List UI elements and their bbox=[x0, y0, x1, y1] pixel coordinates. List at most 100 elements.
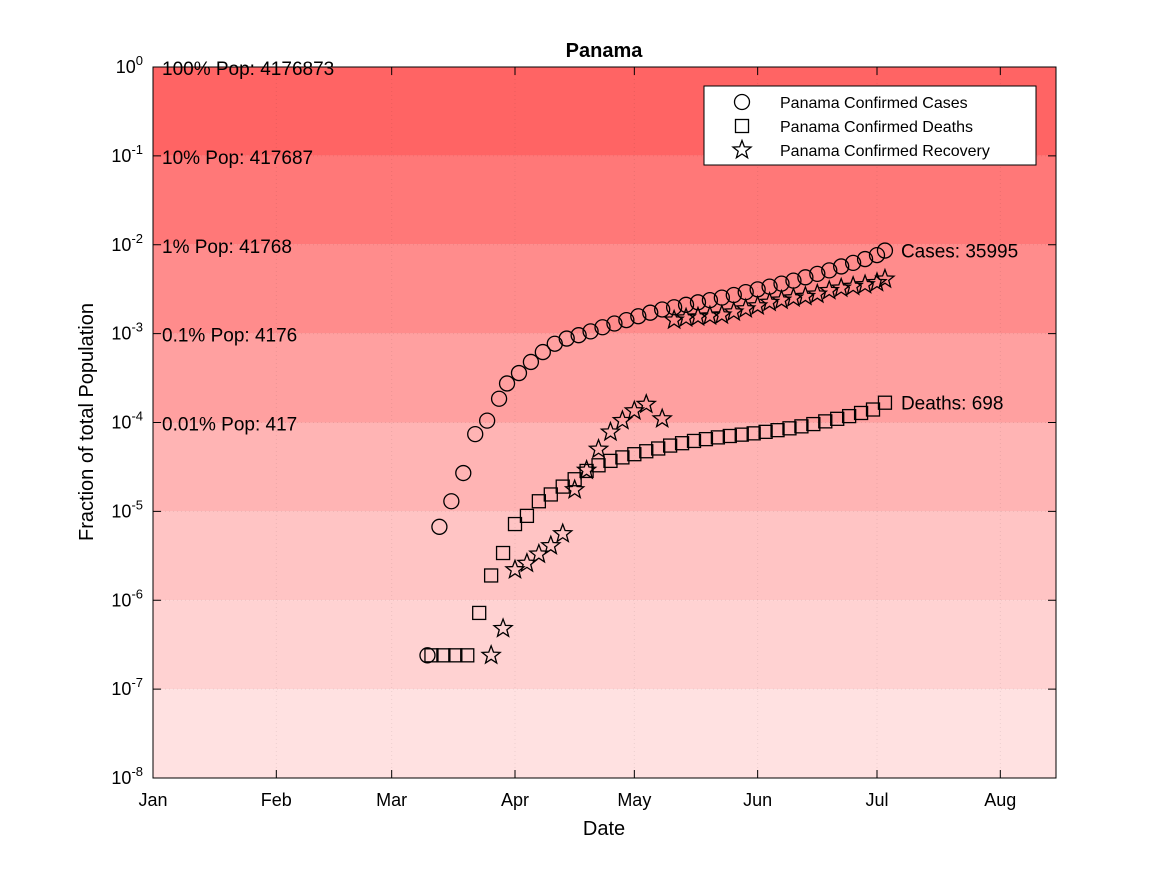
y-axis-label: Fraction of total Population bbox=[76, 303, 98, 541]
band-labels: 100% Pop: 4176873 10% Pop: 417687 1% Pop: … bbox=[162, 59, 334, 436]
star-point bbox=[551, 522, 574, 543]
band-label: 1% Pop: 41768 bbox=[162, 237, 292, 258]
circle-point bbox=[443, 493, 460, 510]
circle-point bbox=[876, 242, 894, 259]
y-tick-label: 10-5 bbox=[111, 497, 143, 521]
y-tick-label: 10-2 bbox=[111, 231, 143, 255]
square-point bbox=[651, 441, 666, 456]
circle-point bbox=[455, 464, 472, 482]
x-tick-label: Jul bbox=[865, 790, 888, 810]
square-point bbox=[758, 424, 773, 439]
x-axis-ticks: Jan Feb Mar Apr May Jun Jul Aug bbox=[138, 67, 1016, 810]
y-tick-label: 10-7 bbox=[111, 675, 143, 699]
square-point bbox=[722, 428, 737, 444]
x-tick-label: May bbox=[617, 790, 651, 810]
circle-point bbox=[534, 343, 551, 361]
square-point bbox=[818, 414, 833, 429]
star-point bbox=[540, 534, 562, 555]
star-point bbox=[599, 420, 622, 442]
square-point bbox=[436, 648, 451, 663]
end-label: Deaths: 698 bbox=[901, 394, 1003, 415]
circle-point bbox=[797, 269, 814, 286]
square-point bbox=[424, 648, 439, 663]
circle-point bbox=[844, 254, 862, 272]
circle-point bbox=[546, 335, 563, 352]
band-2 bbox=[153, 244, 1056, 334]
square-point bbox=[841, 408, 857, 424]
chart-title: Panama bbox=[566, 40, 644, 62]
legend-box bbox=[703, 85, 1037, 166]
band-label: 0.01% Pop: 417 bbox=[162, 415, 297, 436]
square-point bbox=[472, 605, 487, 621]
square-point bbox=[746, 426, 761, 441]
circle-point bbox=[490, 390, 508, 407]
x-tick-label: Aug bbox=[984, 790, 1016, 810]
square-point bbox=[567, 472, 582, 487]
square-point bbox=[770, 423, 785, 438]
circle-point bbox=[642, 304, 659, 321]
square-point bbox=[460, 648, 475, 663]
circle-point bbox=[677, 296, 695, 313]
series-square bbox=[424, 395, 893, 663]
legend-square-icon bbox=[734, 118, 750, 134]
star-point bbox=[635, 393, 658, 414]
square-point bbox=[448, 648, 463, 663]
square-point bbox=[519, 508, 535, 524]
end-label: Cases: 35995 bbox=[901, 242, 1018, 263]
x-tick-label: Mar bbox=[376, 790, 407, 810]
square-point bbox=[710, 430, 726, 445]
star-point bbox=[492, 617, 514, 638]
circle-point bbox=[630, 308, 647, 325]
x-axis-label: Date bbox=[583, 818, 625, 840]
circle-point bbox=[665, 299, 683, 316]
circle-point bbox=[431, 518, 448, 535]
star-point bbox=[623, 399, 646, 421]
circle-point bbox=[606, 315, 623, 332]
square-point bbox=[495, 545, 511, 561]
circle-point bbox=[419, 647, 436, 664]
band-6 bbox=[153, 600, 1056, 690]
star-point bbox=[663, 308, 685, 330]
legend: Panama Confirmed Cases Panama Confirmed D… bbox=[703, 85, 1037, 166]
star-point bbox=[575, 458, 598, 480]
band-7 bbox=[153, 689, 1056, 778]
square-point bbox=[734, 427, 749, 442]
circle-point bbox=[570, 327, 587, 344]
star-point bbox=[830, 276, 852, 298]
square-point bbox=[507, 516, 523, 532]
square-point bbox=[603, 453, 618, 469]
y-tick-label: 10-3 bbox=[111, 320, 143, 344]
end-labels: Cases: 35995 Deaths: 698 bbox=[901, 242, 1018, 415]
y-tick-label: 10-8 bbox=[111, 764, 143, 788]
square-point bbox=[543, 487, 558, 502]
star-point bbox=[794, 285, 817, 306]
legend-entry-label: Panama Confirmed Deaths bbox=[780, 119, 973, 136]
circle-point bbox=[654, 301, 671, 318]
band-1 bbox=[153, 155, 1056, 245]
star-point bbox=[854, 273, 876, 294]
star-point bbox=[504, 558, 526, 579]
square-point bbox=[686, 433, 702, 449]
y-axis-ticks: 100 10-1 10-2 10-3 10-4 10-5 10-6 10-7 10-8 bbox=[111, 53, 1056, 788]
star-point bbox=[675, 306, 697, 328]
square-point bbox=[579, 463, 594, 479]
star-point bbox=[687, 305, 709, 327]
square-point bbox=[698, 431, 714, 447]
circle-point bbox=[558, 330, 575, 347]
square-point bbox=[591, 458, 606, 473]
star-point bbox=[699, 304, 721, 326]
y-tick-label: 10-4 bbox=[111, 409, 143, 433]
y-tick-label: 10-6 bbox=[111, 586, 143, 610]
y-tick-label: 100 bbox=[116, 53, 143, 77]
series-layer bbox=[419, 242, 896, 665]
x-tick-label: Apr bbox=[501, 790, 529, 810]
x-tick-label: Jun bbox=[743, 790, 772, 810]
star-point bbox=[651, 407, 673, 429]
star-point bbox=[874, 267, 896, 289]
circle-point bbox=[467, 425, 484, 443]
x-tick-label: Feb bbox=[261, 790, 292, 810]
square-point bbox=[877, 395, 893, 410]
star-point bbox=[480, 643, 502, 665]
circle-point bbox=[522, 353, 540, 371]
